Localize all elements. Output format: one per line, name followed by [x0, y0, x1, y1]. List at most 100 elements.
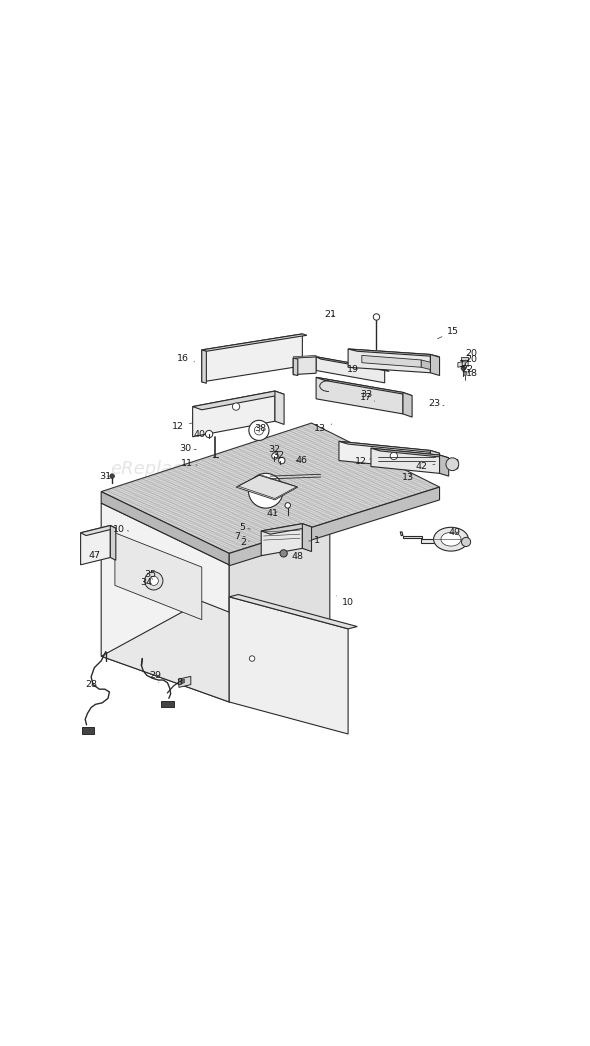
Text: 29: 29 — [149, 670, 161, 683]
Circle shape — [272, 453, 278, 459]
Circle shape — [446, 458, 459, 471]
Text: 34: 34 — [140, 577, 152, 587]
Polygon shape — [82, 727, 94, 734]
Polygon shape — [371, 449, 440, 474]
Text: 20: 20 — [466, 355, 477, 364]
Polygon shape — [316, 357, 385, 383]
Text: 21: 21 — [324, 310, 336, 319]
Polygon shape — [261, 524, 312, 535]
Polygon shape — [293, 356, 316, 358]
Text: 35: 35 — [145, 570, 156, 579]
Text: 11: 11 — [181, 459, 197, 468]
Polygon shape — [229, 594, 358, 629]
Text: 18: 18 — [466, 369, 477, 379]
Polygon shape — [339, 441, 440, 453]
Polygon shape — [229, 597, 348, 734]
Polygon shape — [101, 423, 440, 553]
Polygon shape — [348, 349, 431, 372]
Text: 12: 12 — [172, 422, 192, 431]
Polygon shape — [81, 525, 116, 536]
Polygon shape — [179, 677, 191, 687]
Polygon shape — [339, 441, 431, 470]
Circle shape — [249, 420, 269, 440]
Circle shape — [232, 403, 240, 410]
Text: 10: 10 — [113, 525, 129, 533]
Text: 38: 38 — [254, 424, 266, 433]
Ellipse shape — [434, 527, 468, 551]
Polygon shape — [192, 391, 284, 410]
Polygon shape — [421, 539, 440, 543]
Polygon shape — [461, 357, 468, 360]
Text: 47: 47 — [88, 551, 101, 561]
Text: 8: 8 — [176, 678, 182, 687]
Text: 17: 17 — [359, 393, 375, 403]
Circle shape — [390, 452, 398, 459]
Text: 5: 5 — [239, 523, 250, 531]
Text: 10: 10 — [337, 596, 354, 607]
Circle shape — [278, 457, 285, 463]
Polygon shape — [316, 378, 412, 395]
Text: 23: 23 — [428, 399, 444, 408]
Text: 12: 12 — [355, 457, 371, 467]
Text: 16: 16 — [176, 354, 195, 363]
Text: 48: 48 — [292, 552, 304, 561]
Polygon shape — [101, 503, 229, 702]
Polygon shape — [110, 525, 116, 561]
Circle shape — [250, 656, 255, 661]
Polygon shape — [302, 524, 312, 551]
Text: 41: 41 — [267, 509, 278, 518]
Polygon shape — [431, 451, 440, 473]
Polygon shape — [451, 459, 458, 469]
Polygon shape — [362, 356, 421, 367]
Polygon shape — [316, 378, 403, 414]
Polygon shape — [202, 334, 302, 382]
Circle shape — [461, 538, 471, 546]
Ellipse shape — [441, 532, 461, 546]
Polygon shape — [192, 391, 275, 437]
Text: 14: 14 — [459, 360, 471, 369]
Polygon shape — [275, 391, 284, 425]
Circle shape — [285, 503, 290, 508]
Text: 30: 30 — [179, 445, 196, 453]
Text: eReplacementParts.com: eReplacementParts.com — [110, 460, 330, 478]
Polygon shape — [400, 531, 403, 536]
Polygon shape — [440, 455, 448, 476]
Polygon shape — [431, 355, 440, 376]
Polygon shape — [403, 536, 422, 539]
Text: 49: 49 — [448, 528, 466, 538]
Polygon shape — [236, 475, 298, 500]
Circle shape — [110, 474, 114, 478]
Text: 1: 1 — [309, 536, 320, 545]
Text: 2: 2 — [240, 539, 250, 547]
Text: 32: 32 — [273, 451, 284, 459]
Polygon shape — [115, 532, 202, 619]
Circle shape — [463, 371, 467, 376]
Polygon shape — [181, 679, 185, 684]
Polygon shape — [81, 525, 110, 565]
Polygon shape — [261, 524, 302, 555]
Circle shape — [373, 314, 379, 320]
Polygon shape — [101, 492, 229, 565]
Polygon shape — [293, 358, 298, 376]
Circle shape — [280, 550, 287, 558]
Polygon shape — [160, 701, 175, 707]
Circle shape — [461, 366, 466, 370]
Circle shape — [149, 576, 158, 586]
Text: 20: 20 — [466, 349, 477, 358]
Polygon shape — [229, 487, 440, 566]
Text: 13: 13 — [314, 424, 332, 433]
Circle shape — [145, 572, 163, 590]
Polygon shape — [421, 360, 431, 369]
Text: 13: 13 — [401, 474, 414, 482]
Text: 32: 32 — [268, 446, 280, 454]
Polygon shape — [202, 350, 206, 383]
Text: 46: 46 — [296, 456, 307, 465]
Circle shape — [205, 430, 213, 437]
Text: 15: 15 — [438, 327, 459, 339]
Polygon shape — [229, 510, 330, 702]
Text: 22: 22 — [461, 365, 473, 373]
Text: 33: 33 — [360, 390, 372, 399]
Polygon shape — [371, 449, 448, 458]
Polygon shape — [316, 357, 389, 371]
Text: 31: 31 — [99, 472, 111, 480]
